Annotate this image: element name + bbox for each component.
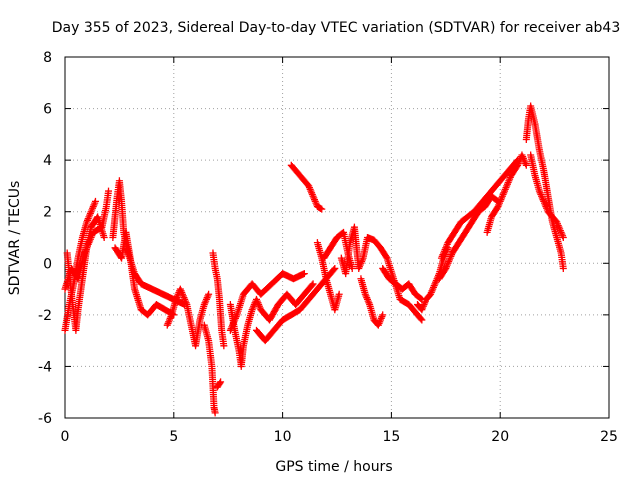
grid-lines: [65, 57, 609, 418]
data-point: [220, 342, 228, 350]
data-point: [217, 378, 225, 386]
data-point: [417, 315, 425, 323]
data-point: [330, 266, 338, 274]
data-point: [379, 311, 387, 319]
data-points: [61, 102, 567, 417]
x-tick-labels: 0 5 10 15 20 25: [61, 429, 618, 445]
data-point: [105, 187, 113, 195]
data-point: [382, 253, 390, 261]
data-point: [309, 280, 317, 288]
x-tick-label: 15: [382, 429, 400, 445]
data-point: [300, 270, 308, 278]
data-point: [441, 266, 449, 274]
data-point: [348, 264, 356, 272]
data-point: [100, 234, 108, 241]
data-point: [335, 290, 343, 298]
chart-title: Day 355 of 2023, Sidereal Day-to-day VTE…: [52, 20, 621, 36]
data-point: [205, 290, 213, 298]
data-point: [417, 295, 425, 303]
data-point: [211, 409, 219, 417]
y-tick-label: -2: [38, 308, 52, 324]
y-tick-label: 4: [43, 153, 52, 169]
y-tick-label: -6: [38, 411, 52, 427]
x-tick-label: 0: [61, 429, 70, 445]
data-point: [522, 161, 530, 169]
plot-frame: [64, 56, 610, 419]
x-tick-label: 5: [169, 429, 178, 445]
axis-ticks: [64, 56, 610, 419]
y-axis-title: SDTVAR / TECUs: [7, 181, 23, 296]
data-point: [493, 204, 501, 212]
data-point: [418, 316, 426, 324]
y-tick-label: 0: [43, 256, 52, 272]
y-tick-labels: -6 -4 -2 0 2 4 6 8: [38, 50, 52, 427]
data-point: [331, 264, 339, 272]
data-point: [559, 234, 567, 241]
data-point: [513, 163, 521, 171]
data-point: [559, 264, 567, 272]
x-tick-label: 20: [491, 429, 509, 445]
y-tick-label: -4: [38, 359, 52, 375]
y-tick-label: 6: [43, 102, 52, 118]
data-point: [308, 281, 316, 289]
y-tick-label: 2: [43, 205, 52, 221]
x-axis-title: GPS time / hours: [275, 459, 392, 475]
y-tick-label: 8: [43, 50, 52, 66]
data-point: [318, 205, 326, 213]
data-point: [216, 379, 224, 387]
x-tick-label: 25: [600, 429, 618, 445]
data-point: [91, 197, 99, 205]
x-tick-label: 10: [274, 429, 292, 445]
